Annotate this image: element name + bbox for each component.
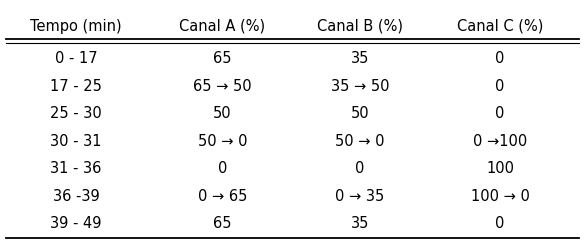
Text: 0 - 17: 0 - 17 bbox=[55, 51, 97, 66]
Text: 0 → 35: 0 → 35 bbox=[335, 189, 384, 204]
Text: 25 - 30: 25 - 30 bbox=[50, 106, 102, 121]
Text: Canal A (%): Canal A (%) bbox=[179, 19, 266, 34]
Text: 36 -39: 36 -39 bbox=[53, 189, 99, 204]
Text: Tempo (min): Tempo (min) bbox=[30, 19, 122, 34]
Text: 0: 0 bbox=[495, 216, 505, 231]
Text: 35 → 50: 35 → 50 bbox=[331, 79, 389, 94]
Text: 17 - 25: 17 - 25 bbox=[50, 79, 102, 94]
Text: 65: 65 bbox=[213, 51, 232, 66]
Text: 100: 100 bbox=[486, 161, 514, 176]
Text: 65: 65 bbox=[213, 216, 232, 231]
Text: 50: 50 bbox=[350, 106, 369, 121]
Text: Canal B (%): Canal B (%) bbox=[316, 19, 403, 34]
Text: 0: 0 bbox=[218, 161, 227, 176]
Text: 0 → 65: 0 → 65 bbox=[198, 189, 247, 204]
Text: 0: 0 bbox=[495, 51, 505, 66]
Text: 100 → 0: 100 → 0 bbox=[471, 189, 529, 204]
Text: 31 - 36: 31 - 36 bbox=[50, 161, 102, 176]
Text: 35: 35 bbox=[350, 51, 369, 66]
Text: 65 → 50: 65 → 50 bbox=[193, 79, 252, 94]
Text: 30 - 31: 30 - 31 bbox=[50, 134, 102, 149]
Text: 0: 0 bbox=[495, 106, 505, 121]
Text: 50: 50 bbox=[213, 106, 232, 121]
Text: 50 → 0: 50 → 0 bbox=[335, 134, 384, 149]
Text: 0 →100: 0 →100 bbox=[473, 134, 527, 149]
Text: 50 → 0: 50 → 0 bbox=[198, 134, 247, 149]
Text: 35: 35 bbox=[350, 216, 369, 231]
Text: 39 - 49: 39 - 49 bbox=[50, 216, 102, 231]
Text: 0: 0 bbox=[495, 79, 505, 94]
Text: 0: 0 bbox=[355, 161, 364, 176]
Text: Canal C (%): Canal C (%) bbox=[457, 19, 543, 34]
